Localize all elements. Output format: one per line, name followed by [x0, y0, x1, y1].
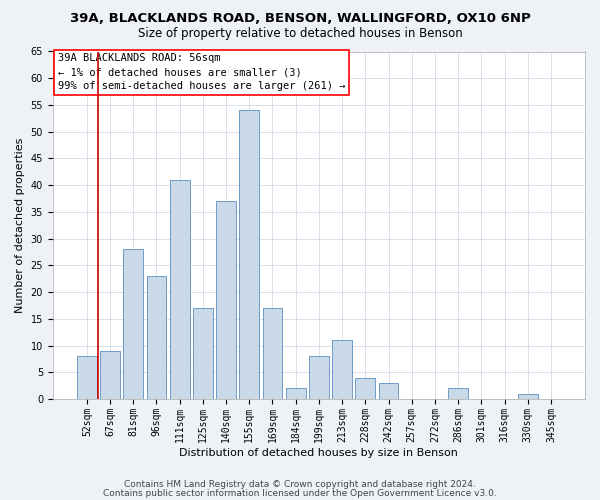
Text: Size of property relative to detached houses in Benson: Size of property relative to detached ho…	[137, 28, 463, 40]
Bar	[216, 201, 236, 399]
Bar	[239, 110, 259, 399]
X-axis label: Distribution of detached houses by size in Benson: Distribution of detached houses by size …	[179, 448, 458, 458]
Text: Contains public sector information licensed under the Open Government Licence v3: Contains public sector information licen…	[103, 489, 497, 498]
Bar	[263, 308, 283, 399]
Y-axis label: Number of detached properties: Number of detached properties	[15, 138, 25, 313]
Bar	[77, 356, 97, 399]
Bar	[355, 378, 375, 399]
Bar	[286, 388, 305, 399]
Bar	[332, 340, 352, 399]
Text: Contains HM Land Registry data © Crown copyright and database right 2024.: Contains HM Land Registry data © Crown c…	[124, 480, 476, 489]
Bar	[518, 394, 538, 399]
Bar	[193, 308, 213, 399]
Bar	[124, 250, 143, 399]
Bar	[146, 276, 166, 399]
Text: 39A, BLACKLANDS ROAD, BENSON, WALLINGFORD, OX10 6NP: 39A, BLACKLANDS ROAD, BENSON, WALLINGFOR…	[70, 12, 530, 26]
Bar	[100, 351, 120, 399]
Bar	[170, 180, 190, 399]
Text: 39A BLACKLANDS ROAD: 56sqm
← 1% of detached houses are smaller (3)
99% of semi-d: 39A BLACKLANDS ROAD: 56sqm ← 1% of detac…	[58, 53, 346, 91]
Bar	[379, 383, 398, 399]
Bar	[448, 388, 468, 399]
Bar	[309, 356, 329, 399]
